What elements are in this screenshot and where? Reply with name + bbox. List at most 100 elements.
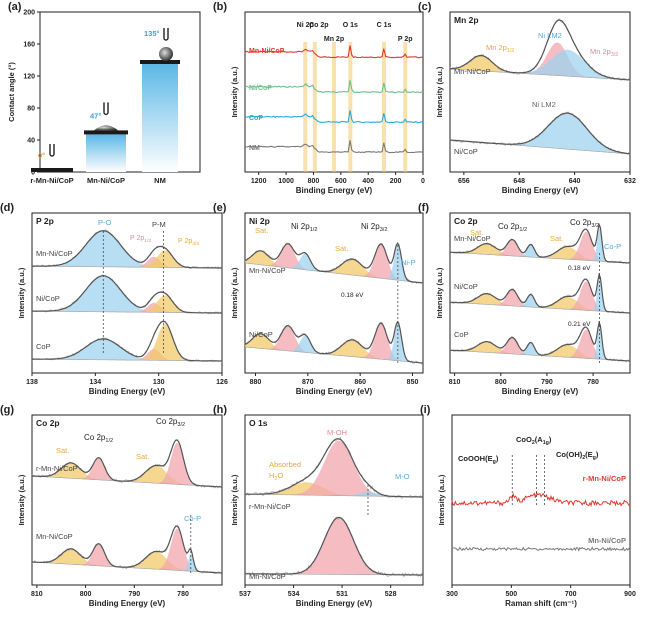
fit-envelope-line (245, 516, 423, 576)
series-label: Ni/CoP (249, 85, 272, 92)
annotation-co-oh-2-part: g (593, 455, 596, 461)
annotation-co-2p-1-2: Co 2p1/2 (498, 222, 527, 233)
y-tick-label: 160 (23, 42, 35, 49)
fit-component-3 (245, 259, 423, 283)
x-tick-label: 134 (89, 379, 101, 386)
annotation-ni-lm2: Ni LM2 (538, 31, 562, 40)
y-tick-label: 200 (23, 10, 35, 17)
annotation-p-2p-1-2-part: 1/2 (144, 238, 151, 244)
annotation-ni-2p-3-2-part: Ni 2p (361, 222, 380, 231)
fit-component-0 (245, 517, 423, 575)
annotation-co-2p-3-2-part: 3/2 (591, 223, 599, 229)
bar (86, 134, 126, 172)
x-tick-label: 0 (421, 178, 425, 185)
y-axis-label: Contact angle (°) (7, 62, 16, 122)
panel-letter: (c) (418, 1, 432, 13)
annotation-co-oh-2-part: ) (596, 450, 599, 459)
annotation-ni-2p-1-2: Ni 2p1/2 (291, 222, 317, 233)
x-tick-label: 200 (390, 178, 402, 185)
annotation-p-o: P-O (98, 218, 112, 227)
annotation-mn-2p-3-2-part: Mn 2p (590, 47, 611, 56)
panel-c: (c) 656 648 640 632 Binding Energy (eV) Intens… (418, 1, 636, 195)
annotation-co-2p-1-2-part: Co 2p (498, 222, 520, 231)
series-label: Mn-Ni/CoP (249, 572, 286, 581)
peak-label: Ni 2p (297, 22, 314, 29)
fit-envelope-line (449, 320, 631, 362)
x-tick-label: 900 (624, 591, 636, 598)
x-tick-label: 528 (385, 591, 397, 598)
plot-frame (244, 212, 424, 374)
x-tick-label: 632 (624, 178, 636, 185)
y-tick-label: 120 (23, 74, 35, 81)
y-axis-label: Intensity (a.u.) (230, 66, 239, 117)
annotation-cooh-part: g (493, 459, 496, 465)
x-tick-label: 400 (362, 178, 374, 185)
annotation-shift: 0.18 eV (568, 265, 591, 272)
x-axis-label: Binding Energy (eV) (502, 186, 579, 195)
peak-marker-band (312, 42, 317, 172)
fit-component-0 (450, 293, 630, 313)
x-tick-label: 870 (302, 379, 314, 386)
fit-component-3 (32, 442, 222, 487)
x-tick-label: 850 (407, 379, 419, 386)
fit-component-5 (245, 323, 423, 363)
annotation-h2o-part: O (277, 471, 283, 480)
series-label: CoP (249, 115, 263, 122)
annotation-cooh-part: CoOOH(E (458, 454, 493, 463)
annotation-p-m: P-M (152, 220, 166, 229)
fit-component-5 (245, 244, 423, 283)
x-tick-label: 500 (505, 591, 517, 598)
panel-title: O 1s (249, 418, 268, 428)
fit-component-4 (450, 231, 630, 263)
series-label: Ni/CoP (249, 330, 273, 339)
annotation-p-2p-3-2-part: P 2p (178, 238, 192, 245)
syringe-needle-icon (49, 144, 55, 157)
panel-title: Co 2p (36, 418, 60, 428)
annotation-cooh: CoOOH(Eg) (458, 454, 499, 465)
x-tick-label: 790 (541, 379, 553, 386)
x-tick-label: 126 (216, 379, 228, 386)
x-axis-label: Binding Energy (eV) (296, 599, 373, 608)
series-label: CoP (454, 330, 469, 339)
panel-g: (g) 810 800 790 780 Binding Energy (eV) Intens… (0, 404, 223, 608)
y-tick-label: 40 (27, 138, 35, 145)
panel-h: (h) 537 534 531 528 Binding Energy (eV) Intens… (213, 404, 424, 608)
fit-component-2 (450, 49, 630, 80)
series-label: Mn-Ni/CoP (588, 536, 626, 545)
fit-component-4 (245, 244, 423, 283)
x-axis-label: Binding Energy (eV) (89, 387, 166, 396)
peak-label: C 1s (377, 22, 392, 29)
annotation-coo2-part: (A (535, 435, 543, 444)
annotation-coo2-part: CoO (516, 435, 532, 444)
panel-letter: (f) (418, 202, 429, 214)
syringe-needle-icon (103, 102, 109, 116)
y-tick-label: 0 (31, 170, 35, 177)
category-label: r-Mn-Ni/CoP (30, 176, 73, 185)
annotation-co-2p-3-2-part: 3/2 (177, 422, 185, 428)
fit-component-0 (245, 333, 423, 363)
water-droplet-icon (159, 47, 173, 61)
annotation-co-2p-1-2-part: Co 2p (84, 433, 106, 442)
substrate-plate (140, 60, 180, 64)
annotation-ni-p: Ni-P (401, 258, 416, 267)
water-droplet-icon (94, 125, 118, 131)
series-label: Ni/CoP (36, 294, 60, 303)
x-tick-label: 860 (354, 379, 366, 386)
series-label: Mn-Ni/CoP (36, 249, 73, 258)
series-label: r-Mn-Ni/CoP (249, 502, 291, 511)
plot-frame (31, 212, 223, 374)
annotation-p-2p-1-2: P 2p1/2 (130, 235, 151, 244)
annotation-mn-2p-1-2: Mn 2p1/2 (486, 43, 514, 54)
series-label: Mn-Ni/CoP (249, 266, 286, 275)
annotation-absorbed: Absorbed (269, 460, 301, 469)
annotation-shift: 0.21 eV (568, 321, 591, 328)
x-tick-label: 600 (335, 178, 347, 185)
annotation-sat: Sat. (255, 226, 268, 235)
annotation-co-p: Co-P (604, 242, 621, 251)
series-label: CoP (36, 342, 51, 351)
category-label: Mn-Ni/CoP (87, 176, 125, 185)
x-tick-label: 648 (513, 178, 525, 185)
series-label: r-Mn-Ni/CoP (583, 474, 626, 483)
annotation-co-2p-3-2-part: Co 2p (156, 417, 178, 426)
